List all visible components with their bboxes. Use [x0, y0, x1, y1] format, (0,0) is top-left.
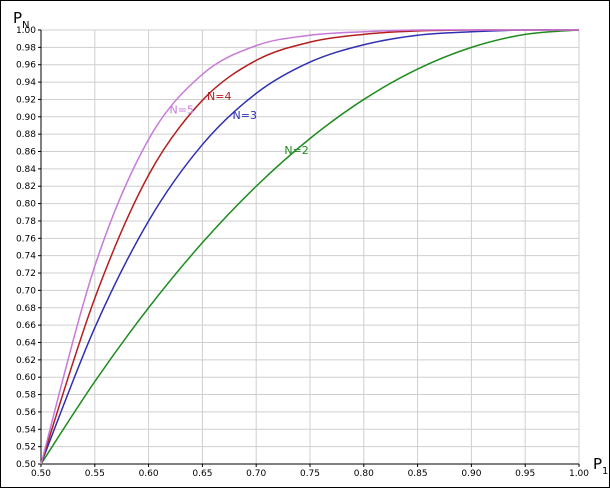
y-tick-label: 0.62: [16, 356, 36, 366]
y-tick-label: 0.82: [16, 182, 36, 192]
y-tick-label: 0.96: [16, 61, 36, 71]
y-tick-labels: 0.50 0.52 0.54 0.56 0.58 0.60 0.62 0.64 0.66 0.68…: [16, 26, 41, 470]
x-tick-label: 0.60: [139, 469, 159, 479]
x-tick-label: 0.85: [408, 469, 428, 479]
y-tick-label: 0.94: [16, 78, 36, 88]
x-tick-label: 1.00: [569, 469, 589, 479]
series-line-n5: [40, 29, 579, 465]
x-tick-label: 0.90: [461, 469, 481, 479]
series-line-n3: [40, 29, 580, 465]
y-tick-label: 0.86: [16, 148, 36, 158]
y-tick-label: 0.74: [16, 252, 36, 262]
y-tick-label: 0.78: [16, 217, 36, 227]
y-tick-label: 0.98: [16, 43, 36, 53]
series-label: N=3: [233, 109, 257, 122]
y-tick-label: 0.50: [16, 460, 36, 470]
y-tick-label: 0.70: [16, 286, 36, 296]
series-line-n2: [40, 29, 580, 465]
x-tick-label: 0.70: [246, 469, 266, 479]
series-label: N=5: [170, 104, 194, 117]
y-tick-label: 1.00: [16, 26, 36, 36]
series-labels: N=2 N=3N=4 N=5: [170, 90, 309, 157]
y-tick-label: 0.56: [16, 408, 36, 418]
x-axis-label: P1: [593, 455, 608, 477]
y-tick-label: 0.52: [16, 443, 36, 453]
x-tick-labels: 0.50 0.55 0.60 0.65 0.70 0.75 0.80 0.85 0.90 0.95…: [31, 464, 589, 479]
y-tick-label: 0.90: [16, 113, 36, 123]
y-tick-label: 0.60: [16, 373, 36, 383]
series-label: N=4: [207, 90, 231, 103]
y-tick-label: 0.92: [16, 95, 36, 105]
grid: [40, 29, 580, 465]
x-tick-label: 0.50: [31, 469, 51, 479]
x-tick-label: 0.80: [354, 469, 374, 479]
y-tick-label: 0.76: [16, 234, 36, 244]
series-lines: [40, 29, 580, 465]
y-tick-label: 0.58: [16, 391, 36, 401]
y-tick-label: 0.66: [16, 321, 36, 331]
x-tick-label: 0.55: [85, 469, 105, 479]
y-axis-label: PN: [13, 9, 30, 31]
y-tick-label: 0.54: [16, 425, 36, 435]
y-tick-label: 0.88: [16, 130, 36, 140]
series-label: N=2: [284, 144, 308, 157]
y-tick-label: 0.80: [16, 200, 36, 210]
y-tick-label: 0.64: [16, 338, 36, 348]
y-tick-label: 0.68: [16, 304, 36, 314]
x-tick-label: 0.95: [515, 469, 535, 479]
x-tick-label: 0.75: [300, 469, 320, 479]
x-tick-label: 0.65: [192, 469, 212, 479]
y-tick-label: 0.72: [16, 269, 36, 279]
y-tick-label: 0.84: [16, 165, 36, 175]
